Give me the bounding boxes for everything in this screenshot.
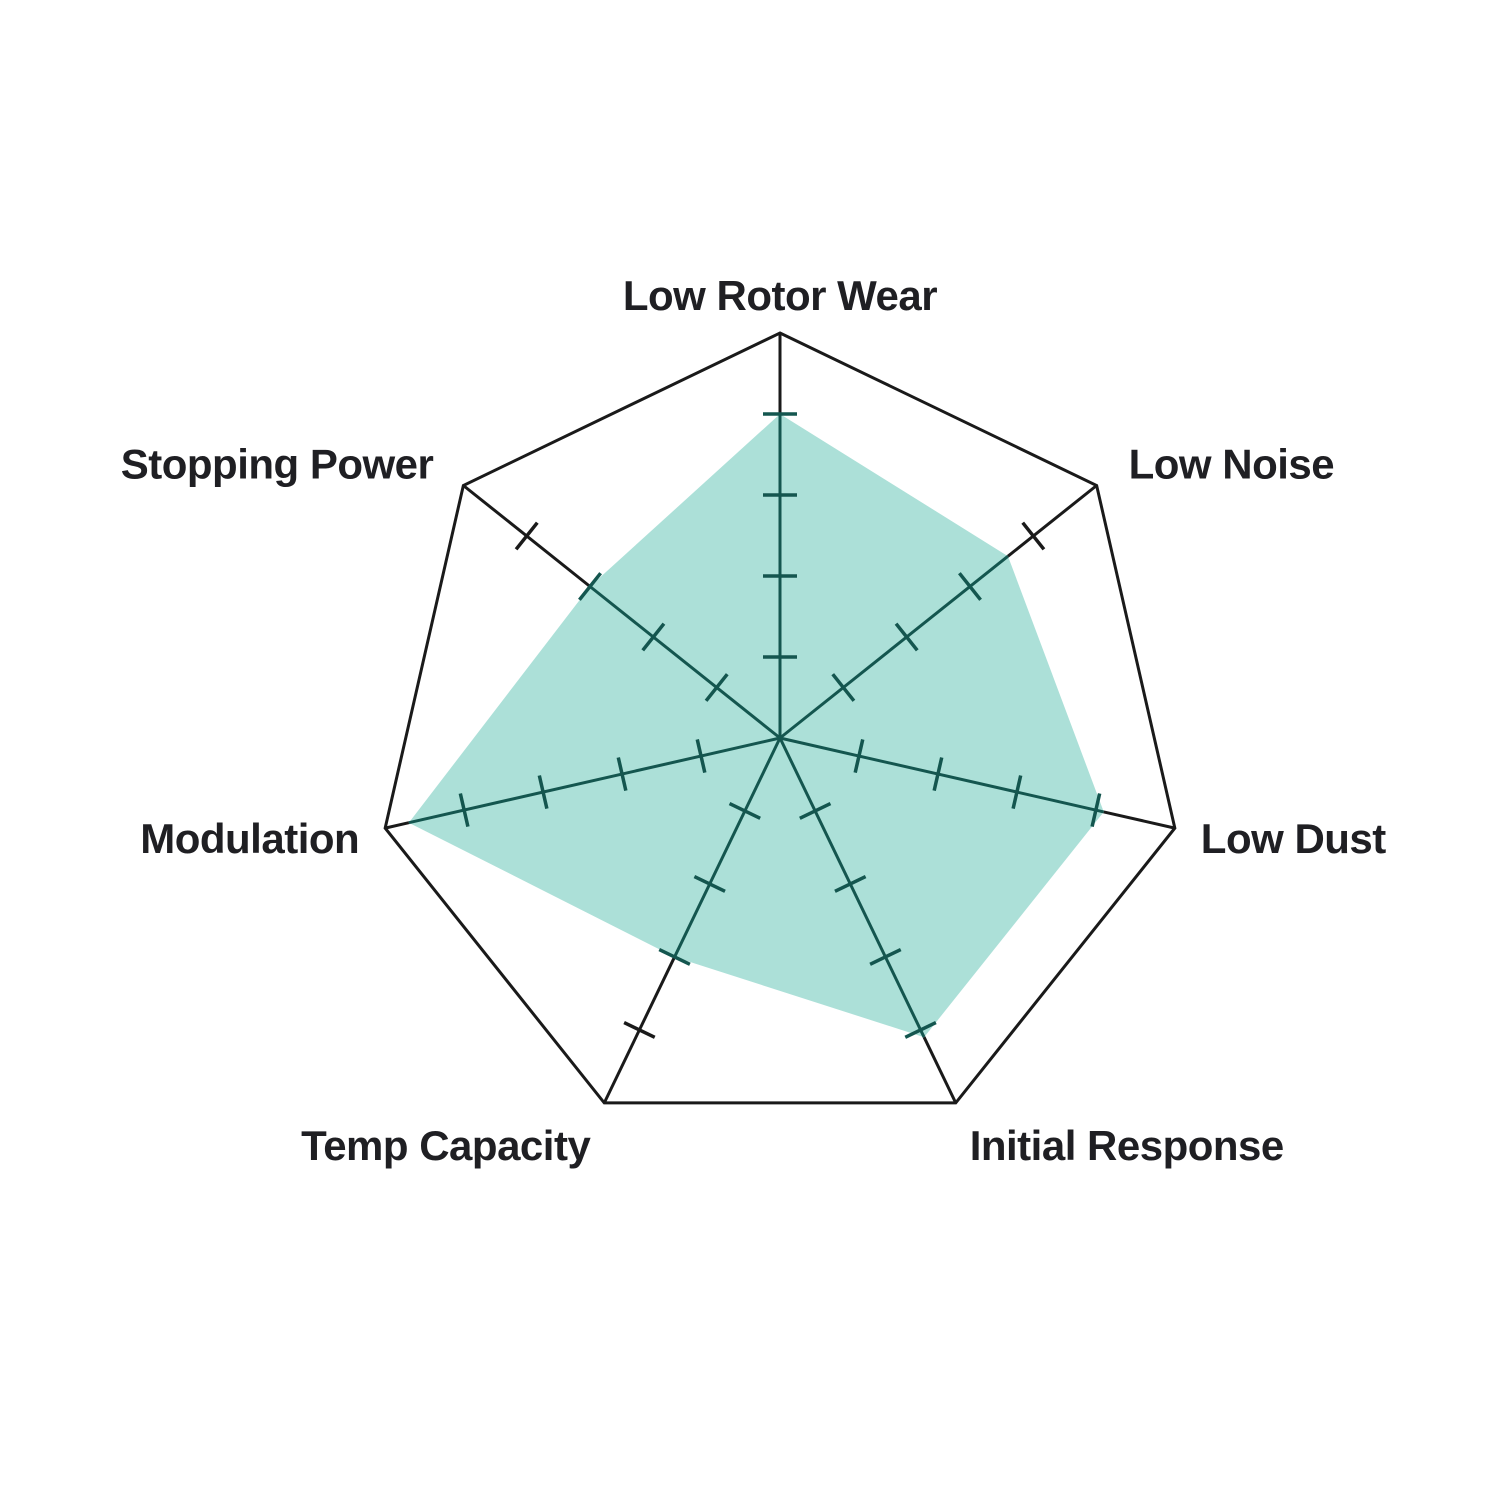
tick-mark bbox=[695, 739, 707, 773]
tick-mark bbox=[904, 1020, 937, 1039]
series-fill bbox=[408, 414, 1104, 1038]
axis-label-modulation: Modulation bbox=[140, 815, 359, 862]
axis-spoke-outer bbox=[1103, 810, 1176, 830]
tick-mark bbox=[831, 673, 856, 702]
tick-mark bbox=[958, 572, 982, 601]
tick-mark bbox=[834, 875, 867, 893]
tick-mark bbox=[869, 947, 902, 966]
axis-label-initial-response: Initial Response bbox=[970, 1122, 1284, 1169]
tick-mark bbox=[799, 802, 832, 820]
axis-spoke-outer bbox=[384, 821, 410, 830]
data-area-polygon bbox=[408, 414, 1104, 1038]
axis-spoke-outer bbox=[1007, 484, 1098, 558]
axis-label-temp-capacity: Temp Capacity bbox=[301, 1122, 591, 1169]
axis-tick-marks bbox=[458, 412, 1102, 1039]
axis-spoke-inner bbox=[589, 585, 781, 740]
tick-mark bbox=[932, 757, 944, 792]
tick-mark bbox=[1011, 775, 1023, 810]
tick-mark bbox=[704, 673, 729, 702]
tick-mark bbox=[853, 739, 865, 773]
tick-mark bbox=[514, 521, 539, 551]
axis-label-stopping-power: Stopping Power bbox=[121, 441, 434, 488]
tick-mark bbox=[728, 802, 761, 820]
tick-mark bbox=[641, 622, 666, 652]
outer-boundary-polygon bbox=[383, 331, 1177, 1105]
axis-spoke-inner bbox=[408, 736, 781, 825]
axis-spokes bbox=[384, 333, 1176, 1104]
tick-mark bbox=[537, 775, 549, 810]
tick-mark bbox=[1021, 521, 1046, 551]
tick-mark bbox=[616, 757, 628, 792]
tick-mark bbox=[578, 572, 602, 601]
outer-polygon bbox=[383, 331, 1177, 1105]
axis-labels: Low Rotor Wear Low Noise Low Dust Initial R… bbox=[121, 272, 1387, 1169]
tick-mark bbox=[1090, 793, 1102, 828]
axis-spoke-inner bbox=[779, 736, 1105, 814]
axis-spoke-inner bbox=[778, 737, 926, 1038]
axis-label-low-dust: Low Dust bbox=[1201, 815, 1386, 862]
axis-label-low-noise: Low Noise bbox=[1129, 441, 1335, 488]
tick-mark bbox=[693, 875, 726, 893]
axis-spoke-outer bbox=[922, 1036, 958, 1104]
axis-label-low-rotor-wear: Low Rotor Wear bbox=[623, 272, 937, 319]
tick-mark bbox=[458, 793, 470, 828]
tick-mark bbox=[894, 622, 919, 652]
tick-mark bbox=[658, 947, 691, 966]
tick-mark bbox=[623, 1020, 656, 1039]
axis-spoke-inner bbox=[673, 737, 782, 958]
